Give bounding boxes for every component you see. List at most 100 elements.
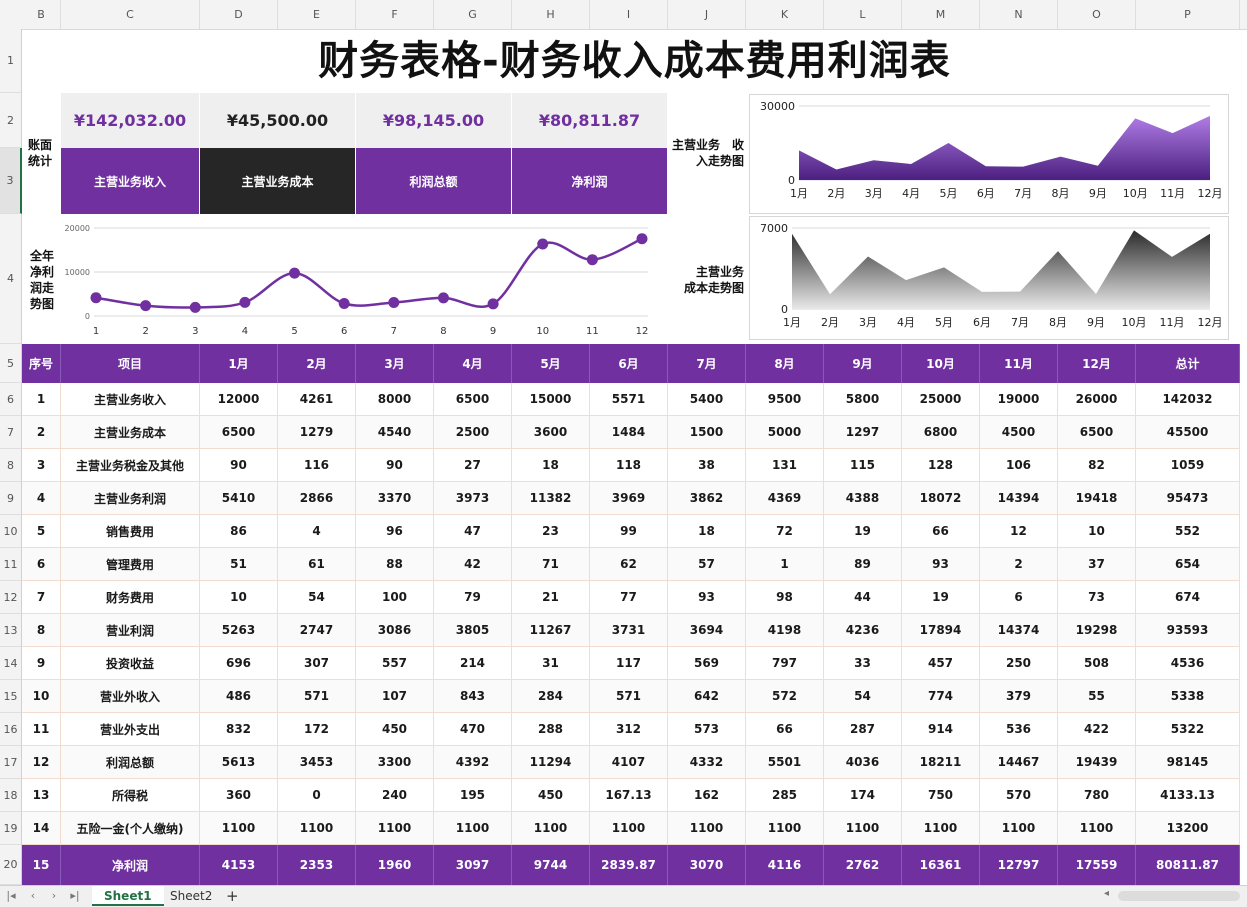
row-index-cell[interactable]: 13 (22, 779, 61, 812)
value-cell[interactable]: 17894 (902, 614, 980, 647)
value-cell[interactable]: 18 (512, 449, 590, 482)
value-cell[interactable]: 19 (824, 515, 902, 548)
value-cell[interactable]: 5800 (824, 383, 902, 416)
value-cell[interactable]: 5501 (746, 746, 824, 779)
row-index-cell[interactable]: 序号 (22, 344, 61, 383)
value-cell[interactable]: 6月 (590, 344, 668, 383)
row-index-cell[interactable]: 6 (22, 548, 61, 581)
value-cell[interactable]: 552 (1136, 515, 1240, 548)
value-cell[interactable]: 214 (434, 647, 512, 680)
prev-sheet-icon[interactable]: ‹ (30, 889, 36, 902)
row-index-cell[interactable]: 9 (22, 647, 61, 680)
value-cell[interactable]: 25000 (902, 383, 980, 416)
value-cell[interactable]: 4 (278, 515, 356, 548)
value-cell[interactable]: 93 (668, 581, 746, 614)
value-cell[interactable]: 312 (590, 713, 668, 746)
value-cell[interactable]: 15000 (512, 383, 590, 416)
value-cell[interactable]: 750 (902, 779, 980, 812)
column-header-h[interactable]: H (512, 0, 590, 29)
value-cell[interactable]: 12 (980, 515, 1058, 548)
value-cell[interactable]: 55 (1058, 680, 1136, 713)
value-cell[interactable]: 71 (512, 548, 590, 581)
item-name-cell[interactable]: 投资收益 (61, 647, 200, 680)
value-cell[interactable]: 116 (278, 449, 356, 482)
value-cell[interactable]: 5月 (512, 344, 590, 383)
value-cell[interactable]: 21 (512, 581, 590, 614)
value-cell[interactable]: 5613 (200, 746, 278, 779)
value-cell[interactable]: 5400 (668, 383, 746, 416)
value-cell[interactable]: 9月 (824, 344, 902, 383)
tab-sheet1[interactable]: Sheet1 (92, 886, 164, 906)
value-cell[interactable]: 4036 (824, 746, 902, 779)
value-cell[interactable]: 11382 (512, 482, 590, 515)
value-cell[interactable]: 4369 (746, 482, 824, 515)
item-name-cell[interactable]: 销售费用 (61, 515, 200, 548)
value-cell[interactable]: 284 (512, 680, 590, 713)
column-header-b[interactable]: B (22, 0, 61, 29)
value-cell[interactable]: 486 (200, 680, 278, 713)
tab-sheet2[interactable]: Sheet2 (170, 889, 213, 903)
value-cell[interactable]: 98145 (1136, 746, 1240, 779)
row-header-9[interactable]: 9 (0, 482, 22, 515)
value-cell[interactable]: 62 (590, 548, 668, 581)
value-cell[interactable]: 285 (746, 779, 824, 812)
value-cell[interactable]: 1100 (902, 812, 980, 845)
value-cell[interactable]: 18 (668, 515, 746, 548)
item-name-cell[interactable]: 主营业务收入 (61, 383, 200, 416)
value-cell[interactable]: 1100 (278, 812, 356, 845)
income-chart-box[interactable]: 0 30000 1月 2月 3月 4月 5月 6月 7月 8月 9月 10月 11月 12月 (749, 94, 1229, 214)
value-cell[interactable]: 2866 (278, 482, 356, 515)
value-cell[interactable]: 3694 (668, 614, 746, 647)
value-cell[interactable]: 19418 (1058, 482, 1136, 515)
value-cell[interactable]: 3300 (356, 746, 434, 779)
value-cell[interactable]: 12797 (980, 845, 1058, 885)
value-cell[interactable]: 18072 (902, 482, 980, 515)
value-cell[interactable]: 573 (668, 713, 746, 746)
row-header-14[interactable]: 14 (0, 647, 22, 680)
value-cell[interactable]: 780 (1058, 779, 1136, 812)
value-cell[interactable]: 1100 (356, 812, 434, 845)
value-cell[interactable]: 240 (356, 779, 434, 812)
item-name-cell[interactable]: 管理费用 (61, 548, 200, 581)
value-cell[interactable]: 570 (980, 779, 1058, 812)
value-cell[interactable]: 19 (902, 581, 980, 614)
value-cell[interactable]: 1059 (1136, 449, 1240, 482)
item-name-cell[interactable]: 五险一金(个人缴纳) (61, 812, 200, 845)
value-cell[interactable]: 19439 (1058, 746, 1136, 779)
value-cell[interactable]: 1100 (980, 812, 1058, 845)
value-cell[interactable]: 4500 (980, 416, 1058, 449)
value-cell[interactable]: 162 (668, 779, 746, 812)
value-cell[interactable]: 142032 (1136, 383, 1240, 416)
value-cell[interactable]: 307 (278, 647, 356, 680)
value-cell[interactable]: 5322 (1136, 713, 1240, 746)
value-cell[interactable]: 843 (434, 680, 512, 713)
value-cell[interactable]: 77 (590, 581, 668, 614)
value-cell[interactable]: 12月 (1058, 344, 1136, 383)
value-cell[interactable]: 14467 (980, 746, 1058, 779)
item-name-cell[interactable]: 财务费用 (61, 581, 200, 614)
row-header-4[interactable]: 4 (0, 214, 22, 344)
value-cell[interactable]: 107 (356, 680, 434, 713)
value-cell[interactable]: 1100 (668, 812, 746, 845)
value-cell[interactable]: 287 (824, 713, 902, 746)
value-cell[interactable]: 3370 (356, 482, 434, 515)
row-header-5[interactable]: 5 (0, 344, 22, 383)
value-cell[interactable]: 23 (512, 515, 590, 548)
value-cell[interactable]: 82 (1058, 449, 1136, 482)
value-cell[interactable]: 250 (980, 647, 1058, 680)
column-header-p[interactable]: P (1136, 0, 1240, 29)
value-cell[interactable]: 508 (1058, 647, 1136, 680)
value-cell[interactable]: 4116 (746, 845, 824, 885)
value-cell[interactable]: 174 (824, 779, 902, 812)
column-header-j[interactable]: J (668, 0, 746, 29)
value-cell[interactable]: 167.13 (590, 779, 668, 812)
value-cell[interactable]: 1月 (200, 344, 278, 383)
value-cell[interactable]: 88 (356, 548, 434, 581)
value-cell[interactable]: 79 (434, 581, 512, 614)
value-cell[interactable]: 450 (512, 779, 590, 812)
value-cell[interactable]: 2839.87 (590, 845, 668, 885)
item-name-cell[interactable]: 主营业务税金及其他 (61, 449, 200, 482)
value-cell[interactable]: 90 (356, 449, 434, 482)
value-cell[interactable]: 10 (1058, 515, 1136, 548)
value-cell[interactable]: 6500 (434, 383, 512, 416)
